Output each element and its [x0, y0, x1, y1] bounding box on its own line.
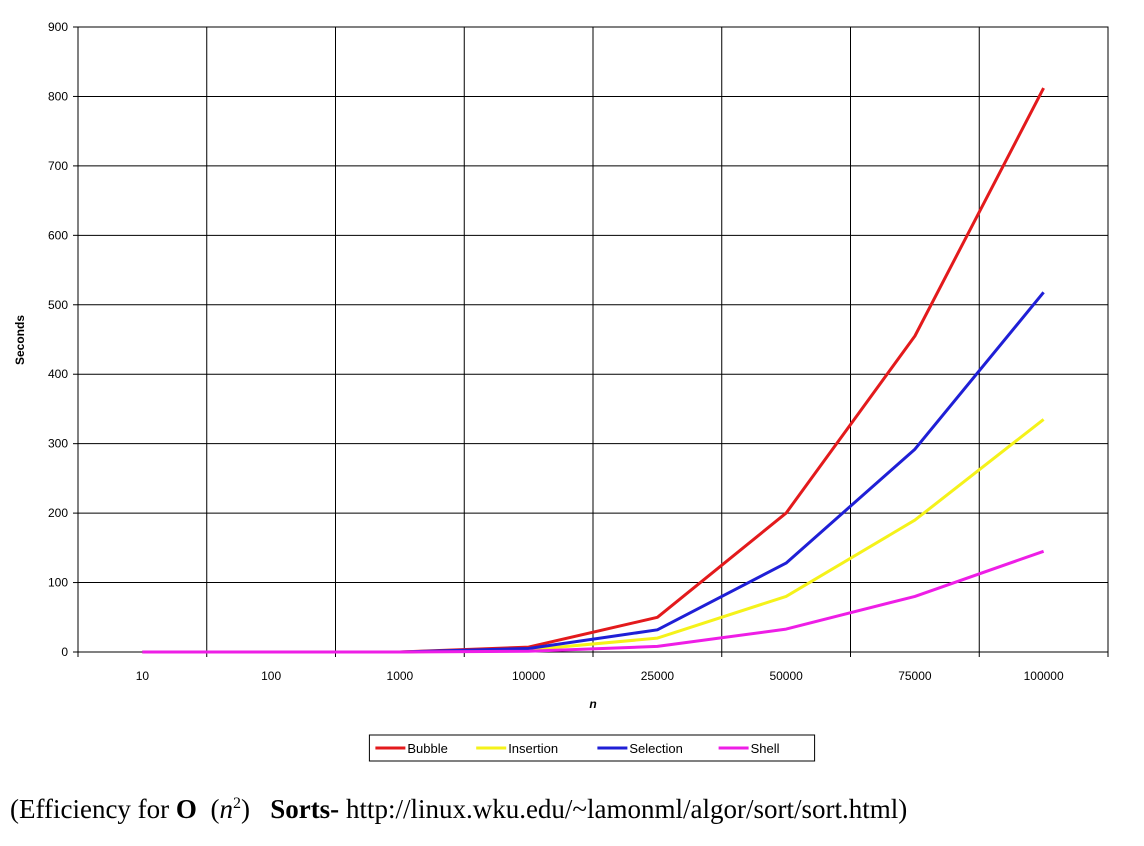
x-tick-label: 100	[261, 669, 281, 683]
x-tick-label: 10	[136, 669, 150, 683]
y-tick-label: 700	[48, 159, 68, 173]
caption-url: http://linux.wku.edu/~lamonml/algor/sort…	[345, 794, 908, 824]
y-axis-label: Seconds	[13, 315, 27, 365]
legend: Bubble Insertion Selection Shell	[368, 734, 816, 762]
legend-label-insertion: Insertion	[508, 741, 558, 756]
y-tick-label: 800	[48, 89, 68, 103]
y-tick-label: 900	[48, 20, 68, 34]
legend-label-selection: Selection	[629, 741, 682, 756]
y-tick-label: 200	[48, 506, 68, 520]
caption-big-o: O	[175, 794, 197, 824]
legend-label-shell: Shell	[751, 741, 780, 756]
y-tick-label: 600	[48, 228, 68, 242]
x-axis-label: n	[589, 697, 596, 711]
y-tick-label: 500	[48, 298, 68, 312]
x-tick-label: 1000	[387, 669, 414, 683]
y-tick-label: 400	[48, 367, 68, 381]
legend-box	[368, 734, 816, 762]
y-tick-label: 300	[48, 437, 68, 451]
x-tick-label: 100000	[1024, 669, 1064, 683]
legend-label-bubble: Bubble	[407, 741, 447, 756]
y-tick-label: 100	[48, 576, 68, 590]
series-line-shell	[142, 549, 1045, 654]
caption-n: n	[219, 794, 233, 824]
x-tick-label: 10000	[512, 669, 546, 683]
x-tick-label: 50000	[769, 669, 803, 683]
y-tick-labels: 0 100 200 300 400 500 600 700 800 900	[48, 20, 68, 659]
grid-lines	[73, 26, 1109, 657]
x-tick-labels: 10 100 1000 10000 25000 50000 75000 100000	[136, 669, 1064, 683]
caption-close-paren: )	[240, 794, 250, 824]
x-tick-label: 75000	[898, 669, 932, 683]
caption: (Efficiency for O (n2) Sorts- http://lin…	[10, 794, 908, 824]
caption-exponent: 2	[232, 795, 241, 812]
y-tick-label: 0	[61, 645, 68, 659]
series-lines	[142, 87, 1045, 654]
x-tick-label: 25000	[641, 669, 675, 683]
caption-sorts: Sorts-	[270, 794, 340, 824]
caption-open: (Efficiency for	[10, 794, 176, 824]
